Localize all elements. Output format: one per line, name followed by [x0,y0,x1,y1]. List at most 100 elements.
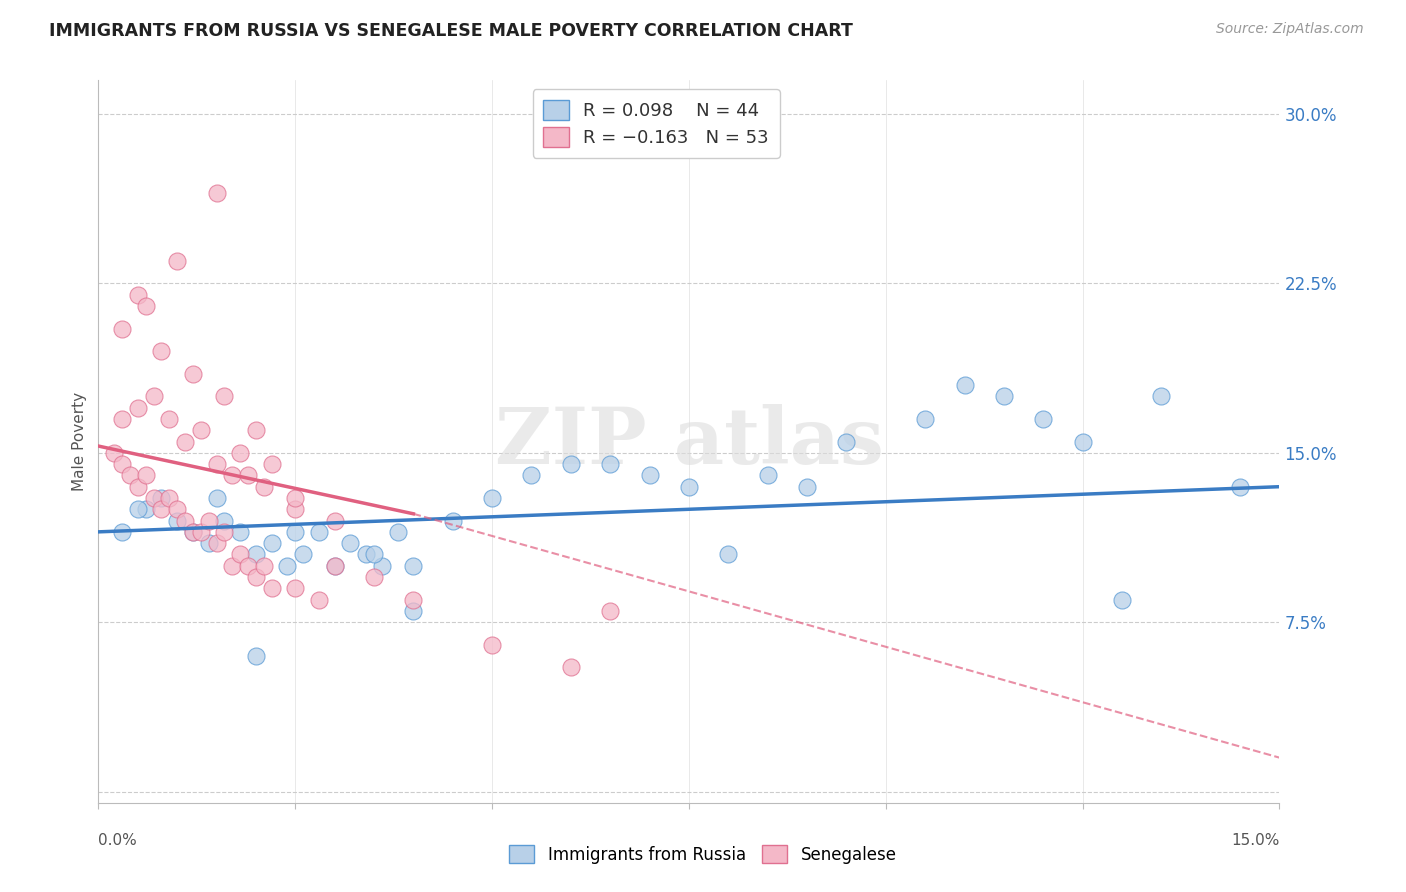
Point [323,514,346,528]
Point [205,536,228,550]
Point [284,582,307,596]
Point [174,514,197,528]
Point [157,491,180,505]
Point [276,558,298,573]
Point [993,389,1015,403]
Point [1229,480,1251,494]
Point [560,457,582,471]
Point [197,514,219,528]
Text: ZIP atlas: ZIP atlas [495,403,883,480]
Point [127,480,149,494]
Point [221,468,243,483]
Point [190,423,212,437]
Point [142,491,165,505]
Point [214,514,236,528]
Point [402,592,425,607]
Text: Source: ZipAtlas.com: Source: ZipAtlas.com [1216,22,1364,37]
Point [756,468,779,483]
Point [284,502,307,516]
Point [1150,389,1173,403]
Point [245,423,267,437]
Point [205,491,228,505]
Point [142,389,165,403]
Point [135,468,157,483]
Point [166,502,188,516]
Point [236,468,259,483]
Point [245,648,267,663]
Point [229,446,252,460]
Point [174,434,197,449]
Point [260,582,283,596]
Point [214,524,236,539]
Point [441,514,464,528]
Point [245,570,267,584]
Point [118,468,141,483]
Point [253,558,276,573]
Point [135,299,157,313]
Point [181,524,204,539]
Point [323,558,346,573]
Point [835,434,858,449]
Point [363,570,385,584]
Point [796,480,818,494]
Point [197,536,219,550]
Point [371,558,394,573]
Point [205,457,228,471]
Point [111,412,134,426]
Point [599,457,621,471]
Point [1071,434,1094,449]
Point [111,524,134,539]
Point [308,592,330,607]
Legend: R = 0.098    N = 44, R = −0.163   N = 53: R = 0.098 N = 44, R = −0.163 N = 53 [533,89,780,158]
Point [127,287,149,301]
Text: 0.0%: 0.0% [98,833,138,848]
Point [292,548,315,562]
Point [150,344,173,359]
Point [339,536,361,550]
Point [205,186,228,201]
Point [166,514,188,528]
Point [402,604,425,618]
Point [214,389,236,403]
Point [157,412,180,426]
Point [717,548,740,562]
Text: IMMIGRANTS FROM RUSSIA VS SENEGALESE MALE POVERTY CORRELATION CHART: IMMIGRANTS FROM RUSSIA VS SENEGALESE MAL… [49,22,853,40]
Point [150,491,173,505]
Point [221,558,243,573]
Point [678,480,700,494]
Point [253,480,276,494]
Text: 15.0%: 15.0% [1232,833,1279,848]
Point [638,468,661,483]
Point [127,502,149,516]
Point [363,548,385,562]
Point [229,548,252,562]
Point [127,401,149,415]
Point [323,558,346,573]
Point [953,378,976,392]
Point [150,502,173,516]
Point [284,524,307,539]
Point [354,548,377,562]
Point [260,536,283,550]
Point [481,638,503,652]
Point [914,412,936,426]
Point [260,457,283,471]
Y-axis label: Male Poverty: Male Poverty [72,392,87,491]
Point [1111,592,1133,607]
Point [229,524,252,539]
Point [245,548,267,562]
Point [1032,412,1054,426]
Point [111,321,134,335]
Point [387,524,409,539]
Point [402,558,425,573]
Point [284,491,307,505]
Point [599,604,621,618]
Point [190,524,212,539]
Point [520,468,543,483]
Point [181,367,204,381]
Point [103,446,125,460]
Point [236,558,259,573]
Point [308,524,330,539]
Point [111,457,134,471]
Point [135,502,157,516]
